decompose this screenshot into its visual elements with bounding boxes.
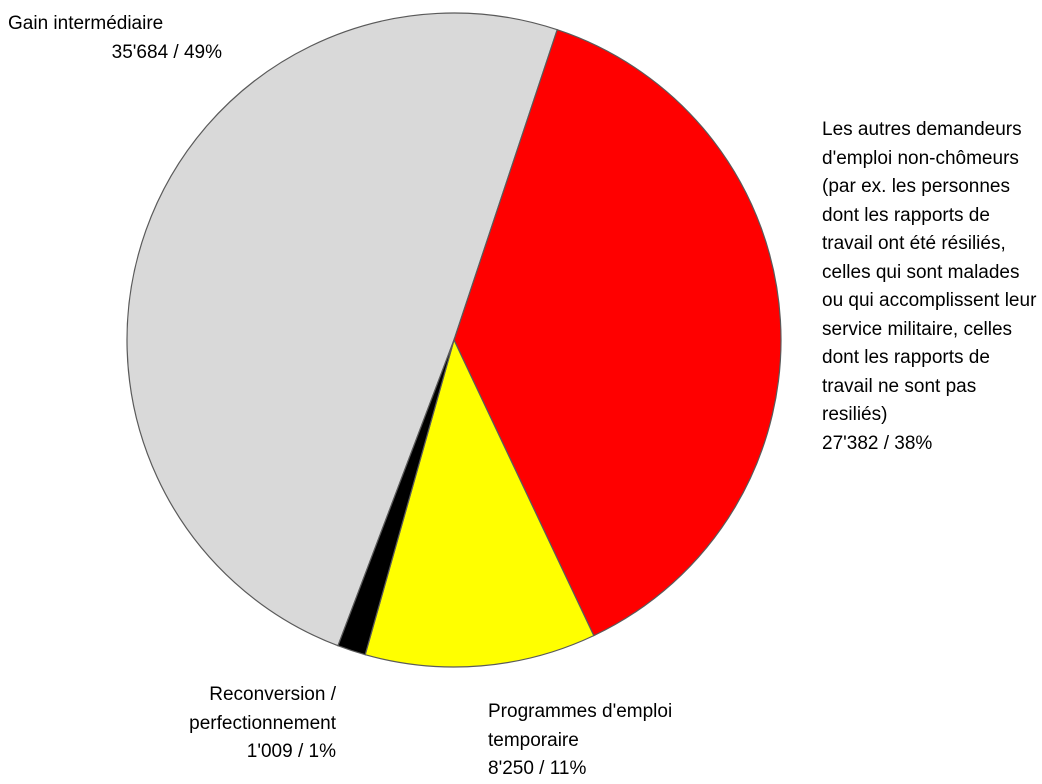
slice-label: Gain intermédiaire 35'684 / 49% <box>8 10 222 67</box>
pie-slice <box>364 338 595 668</box>
category-label: Les autres demandeurs d'emploi non-chôme… <box>822 119 1037 425</box>
category-label: Gain intermédiaire <box>8 13 164 34</box>
slice-label: Les autres demandeurs d'emploi non-chôme… <box>822 116 1040 458</box>
slice-label: Programmes d'emploi temporaire 8'250 / 1… <box>488 698 728 784</box>
category-label: Programmes d'emploi temporaire <box>488 701 673 751</box>
pie-slice <box>337 339 455 656</box>
value-label: 8'250 / 11% <box>488 758 587 779</box>
value-label: 27'382 / 38% <box>822 432 933 454</box>
category-label: Reconversion / perfectionnement <box>189 684 336 734</box>
pie-slice <box>126 12 558 647</box>
pie-slice <box>453 28 782 637</box>
slice-label: Reconversion / perfectionnement 1'009 / … <box>130 681 336 767</box>
value-label: 35'684 / 49% <box>111 41 222 63</box>
value-label: 1'009 / 1% <box>246 741 336 762</box>
